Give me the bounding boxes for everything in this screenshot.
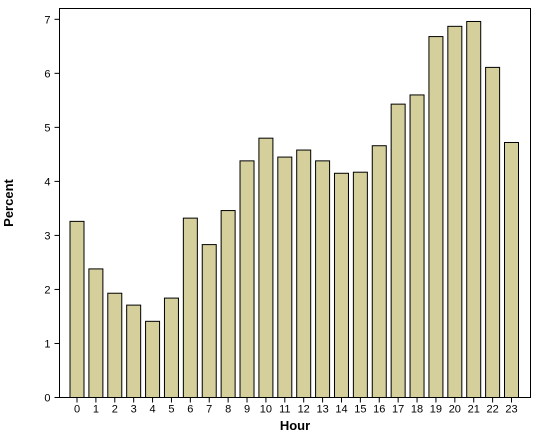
bar-hour-0 — [69, 220, 85, 398]
x-tick-label: 20 — [449, 404, 461, 416]
y-axis-title: Percent — [1, 178, 16, 226]
bar-hour-17 — [390, 103, 406, 398]
x-tick-label: 6 — [187, 404, 193, 416]
bar-hour-14 — [333, 172, 349, 398]
x-tick-label: 3 — [131, 404, 137, 416]
x-tick-label: 8 — [225, 404, 231, 416]
bar-hour-21 — [466, 20, 482, 398]
bar-hour-18 — [409, 94, 425, 398]
y-tick-label: 3 — [44, 230, 50, 242]
bar-hour-4 — [145, 320, 161, 399]
bar-hour-12 — [296, 149, 312, 398]
bar-hour-1 — [88, 268, 104, 398]
x-tick-label: 1 — [93, 404, 99, 416]
bar-hour-2 — [107, 292, 123, 399]
x-tick-label: 10 — [260, 404, 272, 416]
y-tick-label: 0 — [44, 393, 50, 405]
x-tick-label: 23 — [505, 404, 517, 416]
bar-hour-15 — [352, 171, 368, 398]
x-axis-ticks: 0 1 2 3 4 5 6 7 8 9 10 11 12 13 14 15 16 17 18 19 20 21 22 23 — [74, 397, 518, 416]
bar-hour-11 — [277, 156, 293, 398]
x-tick-label: 7 — [206, 404, 212, 416]
x-tick-label: 4 — [150, 404, 156, 416]
x-tick-label: 16 — [373, 404, 385, 416]
plot-frame — [59, 8, 531, 398]
bar-hour-9 — [239, 160, 255, 398]
y-tick-label: 1 — [44, 338, 50, 350]
bar-hour-23 — [504, 141, 519, 398]
x-tick-label: 22 — [486, 404, 498, 416]
bar-hour-13 — [315, 160, 331, 398]
bar-hour-3 — [126, 304, 142, 398]
x-tick-label: 5 — [168, 404, 174, 416]
y-tick-label: 6 — [44, 68, 50, 80]
bars-group — [69, 20, 519, 399]
bar-hour-22 — [485, 66, 501, 398]
x-tick-label: 13 — [316, 404, 328, 416]
bar-hour-5 — [163, 297, 179, 398]
bar-hour-16 — [371, 145, 387, 398]
bar-hour-19 — [428, 36, 444, 399]
x-tick-label: 17 — [392, 404, 404, 416]
y-tick-label: 7 — [44, 14, 50, 26]
x-tick-label: 9 — [244, 404, 250, 416]
x-tick-label: 2 — [112, 404, 118, 416]
x-tick-label: 21 — [468, 404, 480, 416]
y-tick-label: 2 — [44, 284, 50, 296]
x-tick-label: 0 — [74, 404, 80, 416]
bar-hour-7 — [201, 244, 217, 398]
x-tick-label: 19 — [430, 404, 442, 416]
bar-hour-20 — [447, 25, 463, 399]
x-tick-label: 14 — [335, 404, 347, 416]
y-axis-ticks: 0 1 2 3 4 5 6 7 — [44, 14, 60, 405]
y-tick-label: 4 — [44, 176, 50, 188]
x-tick-label: 18 — [411, 404, 423, 416]
x-axis-title: Hour — [280, 418, 310, 433]
bar-hour-10 — [258, 137, 274, 398]
x-tick-label: 15 — [354, 404, 366, 416]
bar-hour-8 — [220, 210, 236, 398]
x-tick-label: 11 — [279, 404, 290, 416]
bar-hour-6 — [182, 217, 198, 398]
x-tick-label: 12 — [298, 404, 310, 416]
y-tick-label: 5 — [44, 122, 50, 134]
